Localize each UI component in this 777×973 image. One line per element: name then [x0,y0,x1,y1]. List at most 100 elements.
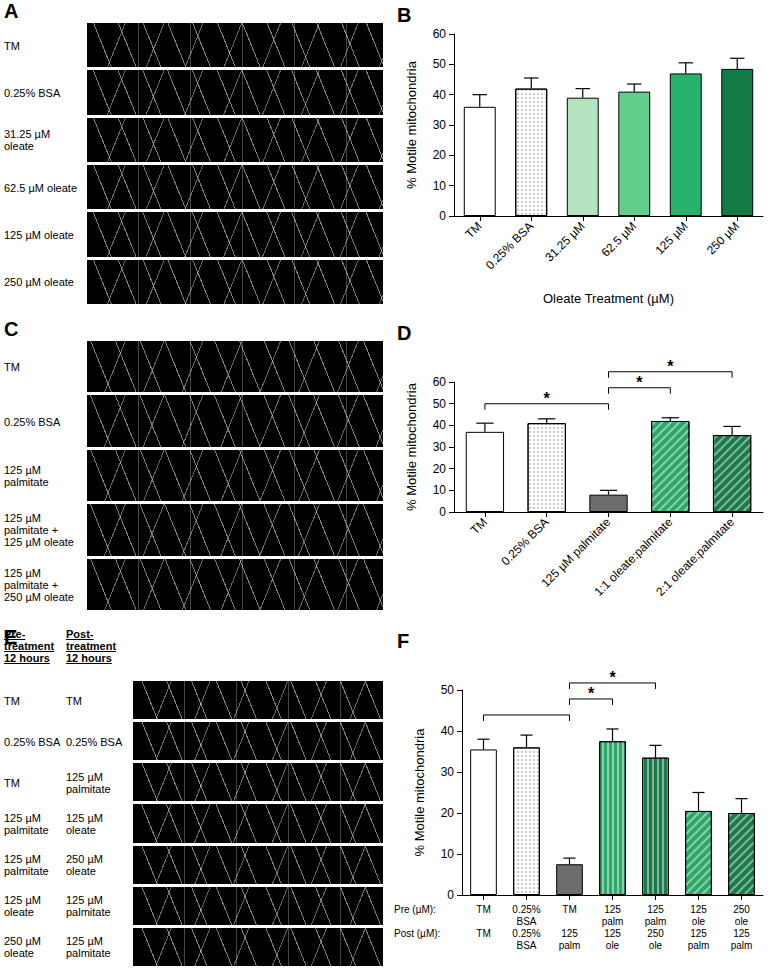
html-text:125 µM palmitate: 125 µM palmitate [4,853,49,878]
svg-text:125: 125 [604,904,621,915]
svg-text:BSA: BSA [516,940,536,951]
svg-text:31.25 µM: 31.25 µM [542,219,587,264]
svg-text:palm: palm [688,940,710,951]
html-text:Post-treatment 12 hours: Post-treatment 12 hours [66,628,117,664]
html-text:0.25% BSA: 0.25% BSA [66,735,123,748]
svg-text:125: 125 [561,928,578,939]
svg-text:20: 20 [433,148,447,162]
svg-text:Oleate Treatment (µM): Oleate Treatment (µM) [543,291,674,306]
svg-text:40: 40 [433,418,447,432]
svg-text:0.25%: 0.25% [512,928,540,939]
svg-text:30: 30 [441,765,455,779]
svg-text:ole: ole [649,940,663,951]
svg-text:F: F [397,630,409,652]
svg-text:TM: TM [562,904,576,915]
html-text:250 µM oleate: 250 µM oleate [4,276,74,289]
svg-text:250 µM: 250 µM [704,219,742,257]
html-text:62.5 µM oleate: 62.5 µM oleate [4,181,77,194]
svg-text:20: 20 [441,806,455,820]
svg-text:30: 30 [433,118,447,132]
svg-text:palm: palm [731,940,753,951]
svg-text:125 µM palmitate: 125 µM palmitate [538,515,614,591]
svg-text:% Motile mitochondria: % Motile mitochondria [404,382,419,511]
svg-text:0: 0 [439,505,446,519]
html-text:0.25% BSA: 0.25% BSA [4,415,61,428]
svg-text:palm: palm [559,940,581,951]
svg-text:60: 60 [433,27,447,41]
html-text:TM: TM [4,776,20,789]
svg-text:ole: ole [606,940,620,951]
html-text:125 µM oleate: 125 µM oleate [4,894,41,919]
html-text:125 µM palmitate: 125 µM palmitate [66,770,111,795]
svg-text:ole: ole [692,916,706,927]
svg-text:30: 30 [433,440,447,454]
svg-text:0: 0 [439,209,446,223]
html-text:250 µM oleate: 250 µM oleate [66,853,103,878]
svg-text:*: * [588,685,595,702]
svg-text:1:1 oleate:palmitate: 1:1 oleate:palmitate [591,515,676,599]
svg-text:ole: ole [735,916,749,927]
svg-text:0.25%: 0.25% [512,904,540,915]
html-text:250 µM oleate: 250 µM oleate [4,935,41,960]
svg-text:Pre (µM):: Pre (µM): [394,904,436,915]
html-text:E: E [4,626,18,648]
svg-text:125 µM: 125 µM [652,219,690,257]
svg-text:palm: palm [645,916,667,927]
svg-text:40: 40 [433,88,447,102]
html-text:TM: TM [4,39,20,52]
svg-text:125: 125 [604,928,621,939]
svg-text:250: 250 [733,904,750,915]
html-text:TM: TM [66,694,82,707]
html-text:125 µM palmitate: 125 µM palmitate [4,812,49,836]
svg-text:0.25% BSA: 0.25% BSA [498,515,551,568]
svg-text:125: 125 [690,928,707,939]
svg-text:TM: TM [476,904,490,915]
html-text:31.25 µM oleate: 31.25 µM oleate [4,128,51,153]
html-text:0.25% BSA: 0.25% BSA [4,87,61,99]
svg-text:62.5 µM: 62.5 µM [599,219,640,260]
html-text:Pre-treatment 12 hours: Pre-treatment 12 hours [4,628,55,664]
svg-text:BSA: BSA [516,916,536,927]
svg-text:50: 50 [433,397,447,411]
svg-text:20: 20 [433,462,447,476]
svg-text:125: 125 [733,928,750,939]
html-text:C: C [4,318,19,340]
html-text:TM: TM [4,694,20,707]
html-text:125 µM palmitate: 125 µM palmitate [4,464,49,488]
svg-text:10: 10 [433,483,447,497]
html-text:125 µM oleate: 125 µM oleate [4,229,74,241]
svg-text:TM: TM [463,219,485,241]
svg-text:% Motile mitochondria: % Motile mitochondria [404,60,419,189]
svg-text:40: 40 [441,724,455,738]
svg-text:TM: TM [476,928,490,939]
svg-text:125: 125 [690,904,707,915]
svg-text:250: 250 [647,928,664,939]
html-text:A: A [4,0,19,22]
html-text:125 µM palmitate: 125 µM palmitate [66,935,111,960]
svg-text:*: * [636,374,643,391]
svg-text:50: 50 [433,57,447,71]
svg-text:10: 10 [433,179,447,193]
svg-text:B: B [397,4,411,26]
html-text:0.25% BSA: 0.25% BSA [4,735,61,748]
svg-text:% Motile mitochondria: % Motile mitochondria [412,728,427,857]
svg-text:TM: TM [468,515,490,537]
html-text:TM: TM [4,361,20,374]
svg-text:50: 50 [441,683,455,697]
svg-text:2:1 oleate:palmitate: 2:1 oleate:palmitate [653,515,737,599]
svg-text:*: * [667,358,674,375]
svg-text:palm: palm [602,916,624,927]
html-text:125 µM palmitate + 125 µM olea: 125 µM palmitate + 125 µM oleate [4,512,74,549]
svg-text:Post (µM):: Post (µM): [394,928,440,939]
svg-text:*: * [544,390,551,407]
svg-text:*: * [609,669,616,686]
svg-text:10: 10 [441,847,455,861]
svg-text:0.25% BSA: 0.25% BSA [483,219,536,272]
svg-text:60: 60 [433,375,447,389]
html-text:125 µM palmitate: 125 µM palmitate [66,894,111,919]
svg-text:125: 125 [647,904,664,915]
html-text:125 µM palmitate + 250 µM olea: 125 µM palmitate + 250 µM oleate [4,566,74,603]
svg-text:D: D [397,322,411,344]
svg-text:0: 0 [447,888,454,902]
html-text:125 µM oleate: 125 µM oleate [66,812,103,836]
